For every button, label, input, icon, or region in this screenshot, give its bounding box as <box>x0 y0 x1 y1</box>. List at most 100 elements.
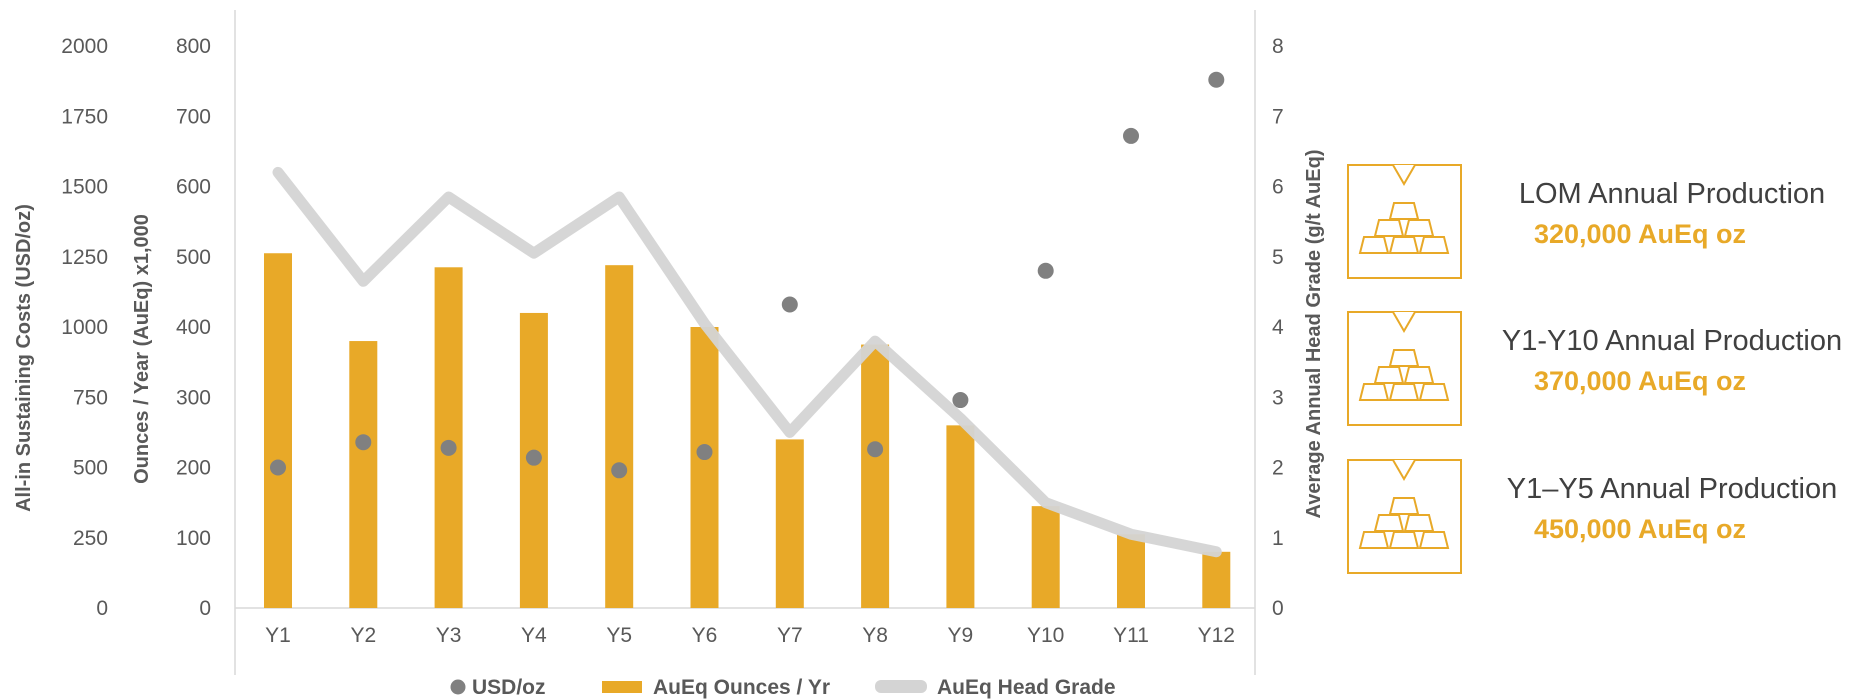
production-box-notch <box>1392 164 1416 186</box>
x-label-Y8: Y8 <box>862 624 888 647</box>
bar-Y2 <box>349 341 378 608</box>
outer-tick-0: 0 <box>96 597 108 620</box>
production-box-1: LOM Annual Production 320,000 AuEq oz <box>1347 164 1825 279</box>
usd-point-Y4 <box>525 449 542 466</box>
x-label-Y3: Y3 <box>436 624 462 647</box>
legend-label-usd: USD/oz <box>472 676 546 699</box>
production-boxes: LOM Annual Production 320,000 AuEq oz Y1-Y… <box>1347 164 1842 574</box>
usd-point-Y5 <box>611 462 628 479</box>
outer-tick-500: 500 <box>73 457 108 480</box>
legend-marker-ounces <box>602 681 642 693</box>
gold-bar-shape <box>1373 366 1405 384</box>
outer-tick-750: 750 <box>73 386 108 409</box>
scatter-series <box>270 71 1225 479</box>
bar-Y11 <box>1117 534 1145 608</box>
inner-tick-600: 600 <box>176 176 211 199</box>
x-label-Y2: Y2 <box>350 624 376 647</box>
production-box-title: LOM Annual Production <box>1519 178 1825 210</box>
legend-marker-usd <box>450 679 466 695</box>
gold-bar-shape <box>1358 236 1390 254</box>
gold-bar-shape <box>1388 236 1420 254</box>
production-box-2: Y1-Y10 Annual Production 370,000 AuEq oz <box>1347 311 1842 426</box>
production-box-value: 320,000 AuEq oz <box>1534 219 1746 249</box>
gold-bars-icon <box>1358 349 1450 401</box>
usd-point-Y12 <box>1208 71 1225 88</box>
line-series <box>272 166 1222 558</box>
left-outer-axis-title: All-in Sustaining Costs (USD/oz) <box>13 204 35 512</box>
gold-bar-shape <box>1388 531 1420 549</box>
production-box-title: Y1-Y10 Annual Production <box>1502 325 1842 357</box>
gold-bar-shape <box>1403 219 1435 237</box>
x-label-Y6: Y6 <box>692 624 718 647</box>
inner-tick-700: 700 <box>176 105 211 128</box>
x-label-Y12: Y12 <box>1198 624 1235 647</box>
x-label-Y5: Y5 <box>606 624 632 647</box>
outer-tick-1500: 1500 <box>61 176 108 199</box>
usd-point-Y8 <box>867 441 884 458</box>
production-box-title: Y1–Y5 Annual Production <box>1507 473 1838 505</box>
gold-bar-shape <box>1388 383 1420 401</box>
head-grade-line <box>272 166 1222 558</box>
gold-bar-shape <box>1388 202 1420 220</box>
bar-Y1 <box>264 253 292 609</box>
right-tick-3: 3 <box>1272 386 1284 409</box>
inner-tick-500: 500 <box>176 246 211 269</box>
bar-Y12 <box>1202 551 1231 608</box>
gold-bar-shape <box>1373 514 1405 532</box>
x-label-Y11: Y11 <box>1113 624 1149 647</box>
bar-Y9 <box>946 425 975 608</box>
inner-tick-200: 200 <box>176 457 211 480</box>
production-box-notch <box>1392 459 1416 481</box>
right-tick-2: 2 <box>1272 457 1284 480</box>
outer-tick-1250: 1250 <box>61 246 108 269</box>
bar-Y6 <box>690 327 719 608</box>
outer-tick-1750: 1750 <box>61 105 108 128</box>
usd-point-Y3 <box>440 439 457 456</box>
gold-bar-shape <box>1403 366 1435 384</box>
gold-bar-shape <box>1403 514 1435 532</box>
right-tick-5: 5 <box>1272 246 1284 269</box>
right-tick-4: 4 <box>1272 316 1284 339</box>
inner-tick-0: 0 <box>199 597 211 620</box>
bar-Y5 <box>605 265 634 608</box>
gold-bars-icon <box>1358 202 1450 254</box>
right-tick-8: 8 <box>1272 35 1284 58</box>
usd-point-Y10 <box>1037 262 1054 279</box>
usd-point-Y11 <box>1123 127 1139 144</box>
left-inner-axis-ticks: 0 100 200 300 400 500 600 700 800 <box>176 35 211 620</box>
outer-tick-1000: 1000 <box>61 316 108 339</box>
production-box-value: 450,000 AuEq oz <box>1534 514 1746 544</box>
gold-bar-shape <box>1418 531 1450 549</box>
outer-tick-250: 250 <box>73 527 108 550</box>
bar-Y8 <box>861 344 890 608</box>
left-inner-axis-title: Ounces / Year (AuEq) x1,000 <box>131 214 153 484</box>
inner-tick-400: 400 <box>176 316 211 339</box>
left-outer-axis-ticks: 0 250 500 750 1000 1250 1500 1750 2000 <box>61 35 108 620</box>
gold-bar-shape <box>1358 383 1390 401</box>
right-tick-7: 7 <box>1272 105 1284 128</box>
bar-Y10 <box>1031 506 1060 608</box>
gold-bars-icon <box>1358 497 1450 549</box>
x-label-Y7: Y7 <box>777 624 803 647</box>
usd-point-Y7 <box>781 296 798 313</box>
usd-point-Y1 <box>270 459 286 476</box>
outer-tick-2000: 2000 <box>61 35 108 58</box>
legend: USD/oz AuEq Ounces / Yr AuEq Head Grade <box>450 676 1116 699</box>
legend-label-ounces: AuEq Ounces / Yr <box>653 676 830 699</box>
gold-bar-shape <box>1418 383 1450 401</box>
gold-bar-shape <box>1358 531 1390 549</box>
x-axis-labels: Y1 Y2 Y3 Y4 Y5 Y6 Y7 Y8 Y9 Y10 Y11 Y12 <box>265 624 1235 647</box>
inner-tick-100: 100 <box>176 527 211 550</box>
inner-tick-300: 300 <box>176 386 211 409</box>
gold-bar-shape <box>1388 497 1420 515</box>
legend-label-grade: AuEq Head Grade <box>937 676 1116 699</box>
gold-bar-shape <box>1418 236 1450 254</box>
right-tick-1: 1 <box>1272 527 1284 550</box>
gold-bar-shape <box>1373 219 1405 237</box>
right-axis-title: Average Annual Head Grade (g/t AuEq) <box>1303 150 1325 519</box>
right-tick-6: 6 <box>1272 176 1284 199</box>
bar-Y3 <box>434 267 463 608</box>
bar-series <box>264 253 1231 609</box>
right-tick-0: 0 <box>1272 597 1284 620</box>
